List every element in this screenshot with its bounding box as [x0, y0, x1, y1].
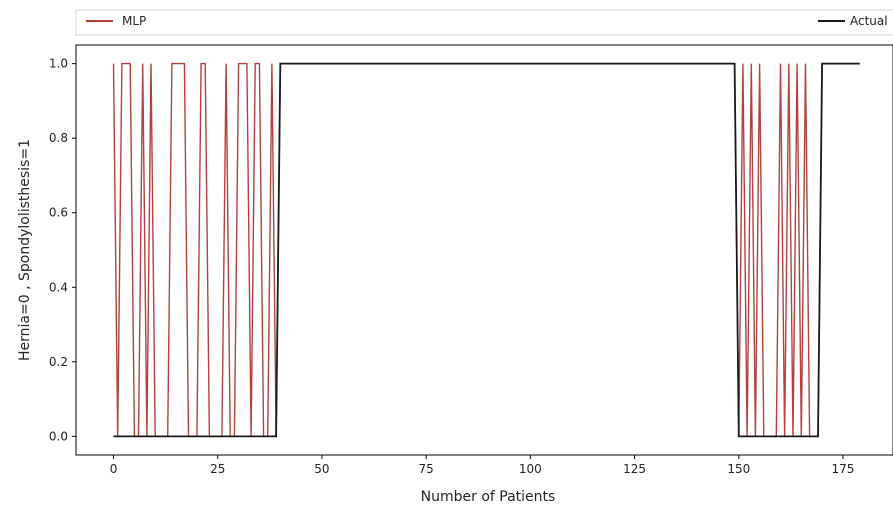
y-axis: 0.0 0.2 0.4 0.6 0.8 1.0 [49, 57, 76, 443]
y-axis-title: Hernia=0 , Spondylolisthesis=1 [17, 139, 33, 361]
y-tick-label: 1.0 [49, 57, 68, 71]
x-axis-title: Number of Patients [421, 489, 556, 505]
legend-label-actual: Actual [850, 14, 888, 28]
x-tick-label: 125 [623, 462, 646, 476]
legend-label-mlp: MLP [122, 14, 146, 28]
series-layer [112, 62, 860, 438]
x-tick-label: 50 [314, 462, 329, 476]
y-tick-label: 0.8 [49, 131, 68, 145]
x-tick-label: 100 [519, 462, 542, 476]
legend: MLP Actual [75, 9, 893, 36]
y-tick-label: 0.0 [49, 429, 68, 443]
x-axis: 0 25 50 75 100 125 150 175 [110, 455, 855, 476]
y-tick-label: 0.2 [49, 355, 68, 369]
y-tick-label: 0.6 [49, 206, 68, 220]
y-tick-label: 0.4 [49, 280, 68, 294]
x-tick-label: 25 [210, 462, 225, 476]
x-tick-label: 0 [110, 462, 118, 476]
x-tick-label: 175 [832, 462, 855, 476]
legend-frame [75, 9, 893, 36]
series-line-actual [113, 62, 860, 438]
x-tick-label: 150 [727, 462, 750, 476]
x-tick-label: 75 [419, 462, 434, 476]
